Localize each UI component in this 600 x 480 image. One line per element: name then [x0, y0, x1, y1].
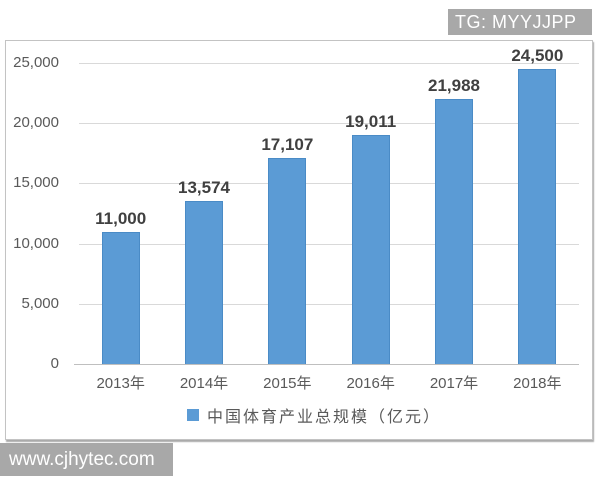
x-axis-label: 2014年 [179, 375, 229, 392]
y-axis-tick-label: 20,000 [13, 114, 59, 132]
bar-value-label: 13,574 [178, 177, 230, 197]
gridline [79, 63, 579, 64]
bar-value-label: 24,500 [511, 46, 564, 66]
y-axis-tick-label: 15,000 [13, 174, 59, 192]
bar [518, 69, 557, 364]
y-axis-tick-label: 10,000 [13, 234, 59, 252]
y-axis-tick-label: 25,000 [13, 54, 59, 71]
gridline [79, 303, 579, 305]
x-axis-label: 2018年 [513, 375, 562, 392]
x-axis-label: 2017年 [429, 375, 479, 392]
bar [435, 99, 473, 364]
bar [268, 158, 307, 364]
bar-value-label: 21,988 [428, 76, 480, 96]
watermark-top: TG: MYYJJPP [448, 9, 592, 35]
bar [185, 200, 223, 364]
bar-value-label: 11,000 [95, 208, 147, 228]
bar-value-label: 19,011 [345, 112, 397, 132]
legend-label: 中国体育产业总规模（亿元） [206, 409, 441, 426]
gridline [79, 243, 579, 245]
chart-container: 0 5,000 10,000 15,000 20,000 25,000 11,000 2013… [5, 40, 593, 440]
y-axis-tick-label: 5,000 [21, 294, 59, 312]
bar-value-label: 17,107 [261, 135, 314, 155]
x-axis-label: 2013年 [96, 375, 145, 392]
watermark-bottom: www.cjhytec.com [0, 443, 173, 476]
gridline [79, 183, 579, 185]
y-axis-tick-label: 0 [50, 355, 59, 372]
x-axis-line [74, 364, 579, 365]
bar [101, 231, 140, 364]
legend-swatch-icon [186, 409, 199, 421]
gridline [79, 123, 579, 125]
x-axis-label: 2016年 [346, 375, 395, 392]
x-axis-label: 2015年 [263, 375, 312, 392]
plot-area: 0 5,000 10,000 15,000 20,000 25,000 11,000 2013… [6, 41, 592, 439]
legend: 中国体育产业总规模（亿元） [6, 403, 592, 427]
bar [351, 135, 390, 364]
